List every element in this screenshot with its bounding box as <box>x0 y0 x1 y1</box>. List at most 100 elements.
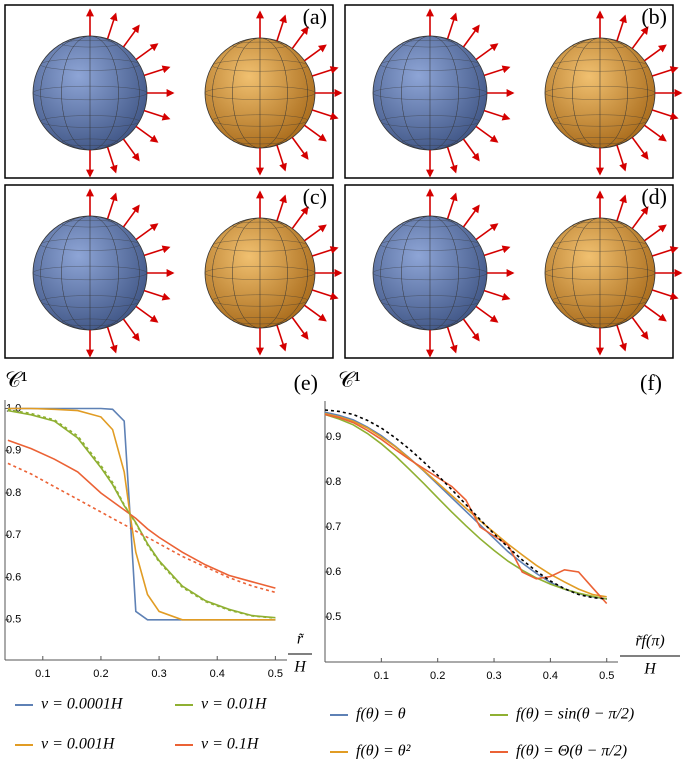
arrow <box>312 289 339 300</box>
arrow <box>122 204 140 228</box>
arrow <box>276 325 287 352</box>
sphere-grid <box>401 138 459 147</box>
arrow <box>483 245 511 257</box>
arrow <box>616 14 627 41</box>
series-line <box>324 413 608 605</box>
arrow <box>644 224 667 242</box>
x-tick-label: 0.4 <box>210 668 225 680</box>
arrow <box>475 125 499 143</box>
series-line <box>324 411 607 600</box>
series-line <box>7 408 276 619</box>
arrow <box>135 125 159 143</box>
panel-label: (d) <box>641 184 667 209</box>
legend-label: f(θ) = θ <box>356 706 406 723</box>
arrow <box>122 138 140 162</box>
arrow <box>106 12 118 40</box>
y-tick-label: 0.9 <box>6 445 21 457</box>
arrow <box>616 145 627 172</box>
sphere-grid <box>572 317 628 325</box>
x-tick-label: 0.3 <box>486 670 501 682</box>
arrow <box>644 124 667 142</box>
y-tick-label: 0.6 <box>6 571 21 583</box>
arrow <box>135 305 159 323</box>
arrow <box>644 304 667 322</box>
y-tick-label: 0.9 <box>326 431 341 443</box>
legend-label: v = 0.1H <box>201 736 260 753</box>
arrow <box>631 317 649 340</box>
legend-label: f(θ) = sin(θ − π/2) <box>516 706 634 723</box>
arrow <box>652 289 679 300</box>
sphere-grid <box>212 114 308 127</box>
x-tick-label: 0.1 <box>374 670 389 682</box>
sphere-grid <box>572 137 628 145</box>
y-axis-label: 𝒞¹ <box>338 367 361 392</box>
arrow <box>475 223 499 241</box>
sphere-grid <box>552 59 648 72</box>
chart-label: (e) <box>294 370 318 395</box>
sphere-grid <box>40 58 140 71</box>
series-line <box>324 412 607 598</box>
sphere-grid <box>401 219 459 228</box>
arrow <box>276 14 287 41</box>
arrow <box>122 318 140 342</box>
legend-label: f(θ) = Θ(θ − π/2) <box>516 743 627 760</box>
arrow <box>135 43 159 61</box>
arrow <box>462 204 480 228</box>
panel-frame <box>4 4 334 179</box>
arrow <box>304 224 327 242</box>
sphere-grid <box>552 294 648 307</box>
sphere-grid <box>212 239 308 252</box>
panel-frame <box>4 184 334 359</box>
panel-frame <box>344 4 674 179</box>
arrow <box>462 318 480 342</box>
sphere-panels: (a) (b) (c) (d) <box>4 4 683 359</box>
arrow <box>446 12 458 40</box>
sphere-grid <box>61 39 119 48</box>
arrow <box>122 24 140 48</box>
y-tick-label: 0.7 <box>326 521 341 533</box>
arrow <box>143 289 171 301</box>
series-line <box>7 439 276 589</box>
sphere-grid <box>401 318 459 327</box>
sphere-grid <box>232 41 288 49</box>
panel-label: (b) <box>641 4 667 29</box>
arrow <box>483 289 511 301</box>
y-tick-label: 0.8 <box>326 476 341 488</box>
sphere-grid <box>552 114 648 127</box>
y-tick-label: 0.5 <box>326 611 341 623</box>
arrow <box>462 24 480 48</box>
series-line <box>7 407 276 621</box>
arrow <box>483 65 511 77</box>
legend-label: v = 0.01H <box>201 696 268 713</box>
sphere-grid <box>380 238 480 251</box>
sphere-grid <box>380 115 480 128</box>
arrow <box>106 192 118 220</box>
sphere-grid <box>572 41 628 49</box>
arrow <box>631 26 649 49</box>
x-tick-label: 0.1 <box>35 668 50 680</box>
sphere-grid <box>401 39 459 48</box>
x-tick-label: 0.5 <box>599 670 614 682</box>
x-axis-label-denominator: H <box>293 659 307 676</box>
arrow <box>446 192 458 220</box>
sphere-grid <box>61 219 119 228</box>
arrow <box>143 245 171 257</box>
arrow <box>475 43 499 61</box>
sphere-grid <box>40 238 140 251</box>
series-line <box>7 409 276 619</box>
x-tick-label: 0.3 <box>151 668 166 680</box>
sphere-grid <box>572 221 628 229</box>
y-axis-label: 𝒞¹ <box>5 367 28 392</box>
arrow <box>446 326 458 354</box>
arrow <box>312 109 339 120</box>
arrow <box>631 137 649 160</box>
series-line <box>7 462 276 594</box>
sphere-grid <box>61 138 119 147</box>
arrow <box>652 109 679 120</box>
series-line <box>7 407 276 621</box>
legend-label: f(θ) = θ² <box>356 743 412 760</box>
series-line <box>324 409 607 600</box>
arrow <box>644 44 667 62</box>
arrow <box>616 194 627 221</box>
x-axis-label-denominator: H <box>643 661 657 678</box>
